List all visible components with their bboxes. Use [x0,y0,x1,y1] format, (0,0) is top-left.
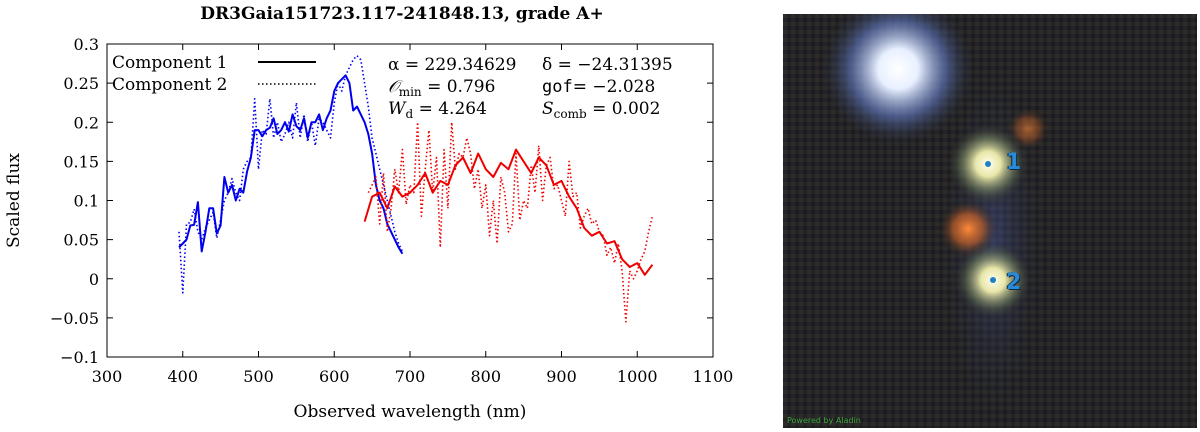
bright-star [818,14,978,149]
series-component-1-bp-line [178,74,404,255]
y-tick-label: 0 [89,270,99,289]
sky-image-canvas [783,14,1197,428]
annotation-delta: δ = −24.31395 [542,55,673,75]
y-tick-label: 0.25 [63,74,99,93]
y-tick-label: 0.05 [63,231,99,250]
aladin-credit: Powered by Aladin [787,416,861,425]
x-tick-label: 400 [167,367,198,386]
y-tick-label: 0.1 [74,192,99,211]
x-tick-label: 1000 [617,367,658,386]
annotation-alpha: α = 229.34629 [388,55,516,75]
component-2-marker-label: 2 [1006,270,1022,295]
x-tick-label: 700 [395,367,426,386]
series-component-2-rp-line [367,121,654,323]
component-1-marker-label: 1 [1006,150,1022,175]
sky-cutout-image: 1 2 Powered by Aladin [783,14,1197,428]
chart-title: DR3Gaia151723.117-241848.13, grade A+ [200,4,603,24]
x-tick-label: 900 [546,367,577,386]
legend-label-component-2: Component 2 [112,75,228,95]
x-tick-label: 600 [319,367,350,386]
annotation-omin: 𝒪min = 0.796 [388,77,495,99]
y-tick-label: 0.3 [74,35,99,54]
y-tick-label: −0.1 [60,348,99,367]
annotation-wd: Wd = 4.264 [388,99,487,121]
legend-label-component-1: Component 1 [112,53,228,73]
annotation-gof: gof= −2.028 [542,77,655,97]
x-tick-label: 1100 [693,367,734,386]
y-tick-label: 0.2 [74,113,99,132]
component-1-dot [985,161,991,167]
x-tick-label: 500 [243,367,274,386]
y-axis-label: Scaled flux [4,153,24,248]
y-tick-label: −0.05 [50,309,99,328]
component-2-dot [990,277,996,283]
x-axis-label: Observed wavelength (nm) [294,402,527,422]
y-tick-label: 0.15 [63,152,99,171]
spectrum-chart: DR3Gaia151723.117-241848.13, grade A+ 300… [4,4,734,422]
annotation-scomb: Scomb = 0.002 [542,99,660,121]
x-tick-label: 300 [92,367,123,386]
series-component-1-rp-line [363,148,654,276]
series-component-2-bp-line [178,54,404,294]
x-tick-label: 800 [470,367,501,386]
